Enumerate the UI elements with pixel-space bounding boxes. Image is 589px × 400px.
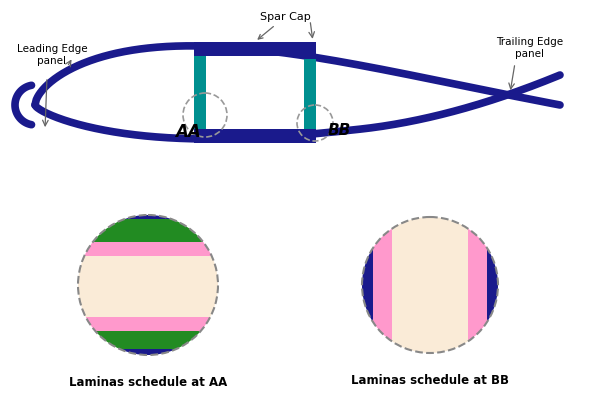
Bar (194, 49, 206, 136)
Bar (487, 217, 498, 353)
Bar (304, 59, 316, 132)
Text: Laminas schedule at AA: Laminas schedule at AA (69, 376, 227, 390)
Text: Trailing Edge
panel: Trailing Edge panel (497, 37, 564, 59)
Bar (194, 42, 316, 56)
Bar (78, 230, 218, 242)
Bar (78, 215, 218, 219)
Bar (78, 242, 218, 256)
Text: AA: AA (175, 123, 201, 141)
Bar (430, 217, 468, 353)
Bar (392, 217, 430, 353)
Text: BB: BB (328, 123, 351, 138)
Bar (362, 217, 373, 353)
Text: Laminas schedule at BB: Laminas schedule at BB (351, 374, 509, 388)
Bar (78, 286, 218, 317)
Bar (194, 129, 316, 143)
Bar (78, 342, 218, 350)
Bar (78, 317, 218, 331)
Bar (78, 350, 218, 355)
Text: Spar Cap: Spar Cap (258, 12, 310, 39)
Bar (78, 331, 218, 342)
Bar (78, 219, 218, 230)
Bar (468, 217, 487, 353)
Text: Leading Edge
panel: Leading Edge panel (16, 44, 87, 66)
Bar (373, 217, 392, 353)
Bar (78, 256, 218, 286)
Polygon shape (35, 46, 560, 139)
